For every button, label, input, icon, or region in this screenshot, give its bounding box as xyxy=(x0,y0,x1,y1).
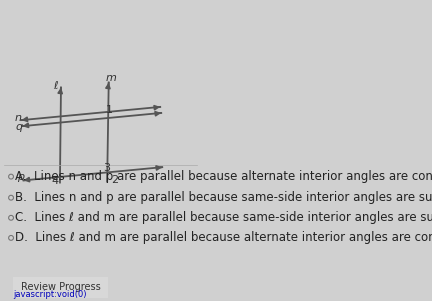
Text: C.  Lines ℓ and m are parallel because same-side interior angles are supplementa: C. Lines ℓ and m are parallel because sa… xyxy=(15,211,432,224)
Text: 1: 1 xyxy=(106,105,113,115)
Text: 4: 4 xyxy=(52,176,59,186)
Text: B.  Lines n and p are parallel because same-side interior angles are supplementa: B. Lines n and p are parallel because sa… xyxy=(15,191,432,204)
Text: javascript:void(0): javascript:void(0) xyxy=(13,290,86,299)
Text: $n$: $n$ xyxy=(14,113,22,123)
Text: $p$: $p$ xyxy=(17,172,25,185)
Text: $m$: $m$ xyxy=(105,73,117,83)
Text: 3: 3 xyxy=(103,163,110,172)
Text: $\ell$: $\ell$ xyxy=(53,79,59,92)
Text: 2: 2 xyxy=(111,175,118,185)
FancyBboxPatch shape xyxy=(8,276,113,299)
Text: A.  Lines n and p are parallel because alternate interior angles are congruent.: A. Lines n and p are parallel because al… xyxy=(15,170,432,183)
Text: $q$: $q$ xyxy=(15,122,24,134)
Text: Review Progress: Review Progress xyxy=(21,282,100,293)
Text: D.  Lines ℓ and m are parallel because alternate interior angles are congruent.: D. Lines ℓ and m are parallel because al… xyxy=(15,231,432,244)
